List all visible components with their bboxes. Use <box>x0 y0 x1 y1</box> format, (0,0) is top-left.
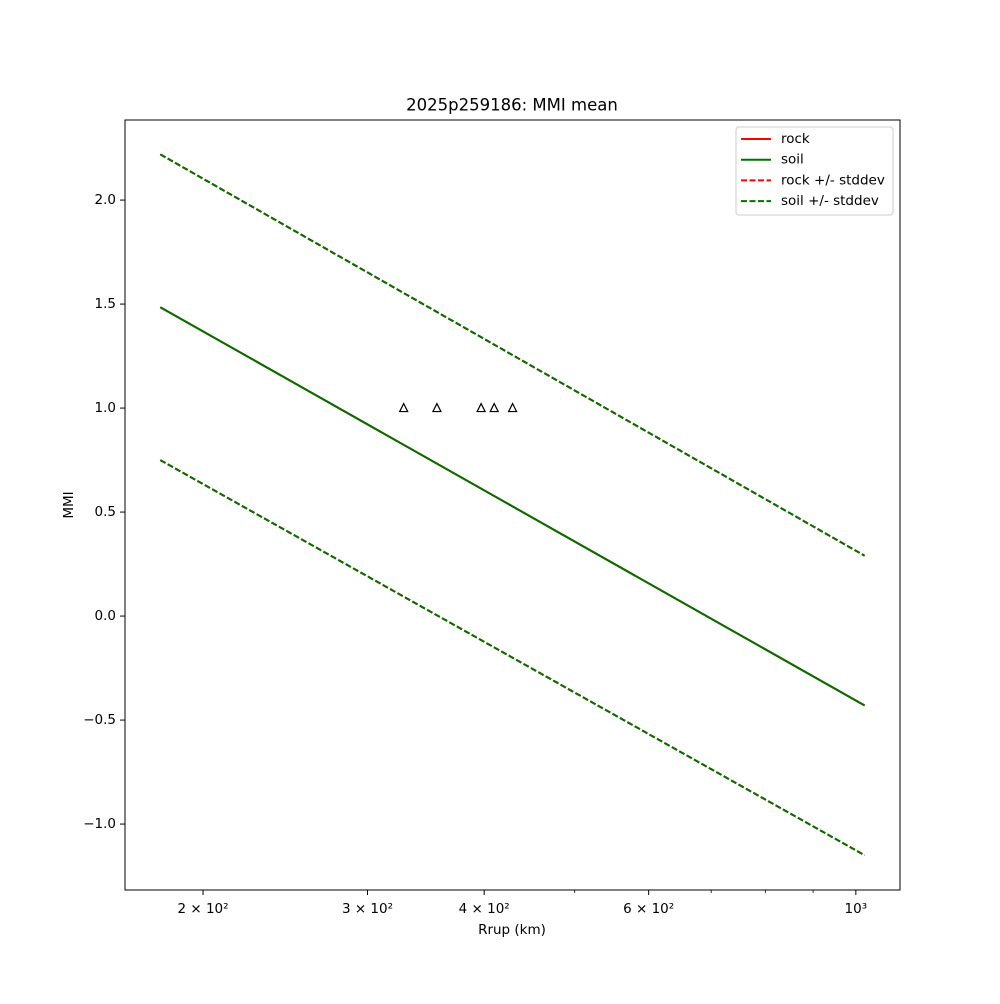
point-marker <box>476 402 487 413</box>
y-tick-label: 2.0 <box>95 192 116 208</box>
x-axis-label: Rrup (km) <box>478 922 546 938</box>
point-marker <box>507 402 518 413</box>
y-axis-label: MMI <box>61 491 77 518</box>
legend-label: rock +/- stddev <box>781 172 885 188</box>
x-tick-label: 2 × 10² <box>177 901 228 917</box>
x-tick-label: 3 × 10² <box>342 901 393 917</box>
plot-frame <box>124 119 901 891</box>
legend-label: rock <box>781 131 810 147</box>
y-tick-label: −1.0 <box>83 816 116 832</box>
y-tick-label: 1.5 <box>95 296 116 312</box>
y-tick-label: 0.0 <box>95 608 116 624</box>
x-tick-label: 6 × 10² <box>623 901 674 917</box>
series-line <box>159 459 866 857</box>
legend-box <box>735 126 894 216</box>
chart-title: 2025p259186: MMI mean <box>406 96 618 115</box>
y-tick-label: 1.0 <box>95 400 116 416</box>
point-marker <box>489 402 500 413</box>
x-tick-label: 4 × 10² <box>459 901 510 917</box>
point-marker <box>431 402 442 413</box>
series-line <box>159 306 866 707</box>
x-tick-label: 10³ <box>845 901 868 917</box>
y-tick-label: −0.5 <box>83 712 116 728</box>
legend-label: soil +/- stddev <box>781 193 879 209</box>
point-marker <box>398 402 409 413</box>
legend-label: soil <box>781 152 804 168</box>
series-line <box>159 153 866 557</box>
y-tick-label: 0.5 <box>95 504 116 520</box>
